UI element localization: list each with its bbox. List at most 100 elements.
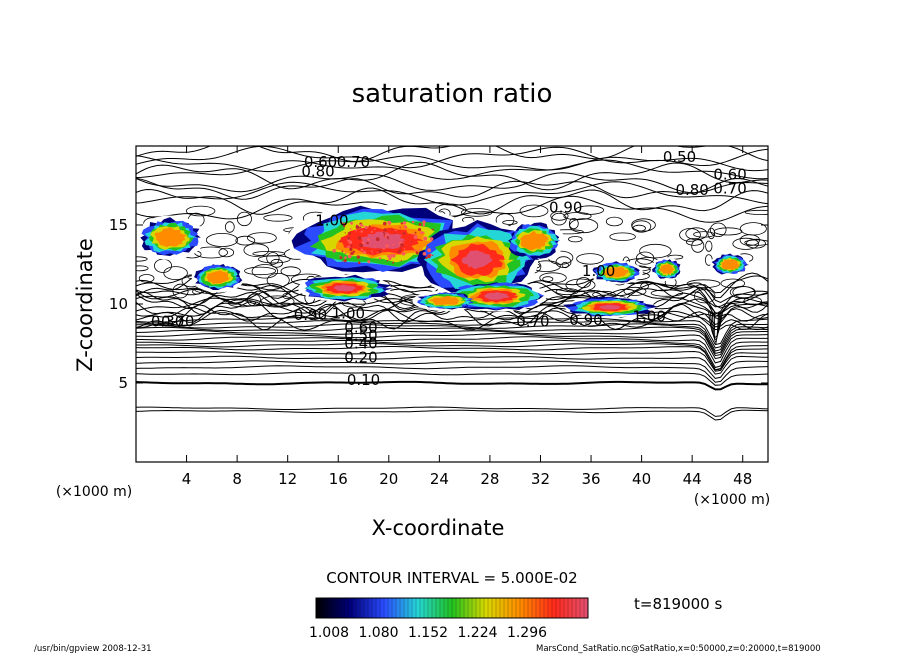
contour-label: 0.70 [337, 153, 370, 171]
speckle [348, 240, 353, 244]
speckle [432, 254, 434, 256]
contour-cell [218, 247, 235, 258]
contour-label: 0.50 [344, 327, 377, 345]
x-tick-label: 8 [232, 470, 242, 488]
speckle [391, 229, 394, 231]
contour-cell [252, 250, 286, 257]
contour-interval-text: CONTOUR INTERVAL = 5.000E-02 [326, 569, 577, 587]
contour-label: 1.00 [632, 308, 665, 326]
speckle [403, 225, 408, 229]
contour-line [136, 360, 768, 379]
contour-cell [153, 258, 172, 273]
contour-cell [720, 278, 746, 289]
y-axis: 5 10 15 [109, 216, 768, 392]
contour-cell [650, 289, 684, 297]
speckle [355, 229, 357, 232]
x-tick-label: 20 [379, 470, 398, 488]
contour-cell [568, 218, 579, 230]
contour-cell [185, 205, 216, 217]
contour-cell [263, 214, 293, 222]
speckle [399, 247, 402, 249]
speckle [427, 254, 431, 259]
speckle [339, 256, 343, 259]
speckle [383, 221, 387, 226]
speckle [350, 244, 353, 247]
contour-cell [266, 272, 290, 288]
contour-cell [639, 243, 672, 259]
contour-cell [460, 208, 493, 217]
contour-cell [163, 266, 188, 281]
speckle [400, 260, 402, 262]
saturation-band [206, 270, 230, 284]
contour-line [136, 329, 768, 357]
speckle [414, 231, 417, 234]
speckle [382, 231, 385, 234]
y-tick-label: 10 [109, 295, 128, 313]
speckle [359, 227, 361, 230]
contour-label: 0.40 [344, 335, 377, 353]
contour-line [136, 342, 768, 371]
contour-cell [732, 237, 759, 250]
speckle [410, 241, 413, 243]
speckle [391, 253, 396, 258]
speckle [344, 232, 346, 234]
x-tick-label: 44 [683, 470, 702, 488]
contour-cell [705, 240, 713, 252]
saturation-band [658, 263, 675, 275]
x-tick-label: 40 [632, 470, 651, 488]
x-tick-label: 36 [581, 470, 600, 488]
contour-cell [623, 286, 647, 296]
contour-cell [563, 212, 592, 221]
speckle [360, 230, 364, 233]
speckle [387, 220, 392, 225]
contour-cell [686, 279, 721, 289]
contour-label: 0.80 [675, 181, 708, 199]
speckle [370, 230, 373, 234]
contour-cell [685, 237, 703, 246]
speckle [349, 247, 353, 252]
speckle [347, 236, 350, 240]
speckle [411, 220, 415, 224]
contour-cell [205, 232, 239, 247]
contour-label: 0.90 [294, 306, 327, 324]
x-tick-label: 28 [480, 470, 499, 488]
contour-line [136, 161, 768, 191]
speckle [376, 252, 379, 254]
contour-cell [542, 276, 554, 282]
colorbar-frame [315, 597, 589, 619]
contour-label: 0.90 [569, 311, 602, 329]
chart-title: saturation ratio [352, 79, 553, 109]
speckle [417, 227, 422, 232]
contour-cell [555, 288, 579, 296]
contour-cell [224, 221, 235, 233]
speckle [343, 259, 347, 263]
speckle [422, 223, 426, 227]
speckle [360, 248, 364, 252]
contour-label: 0.20 [344, 349, 377, 367]
footer-left: /usr/bin/gpview 2008-12-31 [34, 644, 152, 654]
contour-line [136, 146, 768, 169]
contour-cell [609, 232, 636, 241]
x-axis-label: X-coordinate [372, 516, 505, 540]
contour-cell [561, 261, 569, 269]
speckle [411, 233, 414, 236]
speckle [431, 228, 434, 231]
saturation-band [154, 226, 187, 248]
contour-cell [550, 211, 569, 221]
contour-cell [744, 239, 768, 246]
speckle [366, 241, 369, 245]
speckle [418, 249, 421, 251]
speckle [414, 249, 417, 252]
contour-cell [551, 212, 567, 226]
speckle [370, 250, 373, 253]
speckle [402, 221, 407, 225]
contour-line [711, 311, 721, 343]
contour-line [709, 311, 722, 340]
speckle [368, 225, 371, 228]
saturation-band [483, 292, 509, 300]
speckle [413, 235, 418, 240]
speckle [420, 231, 424, 235]
contour-line [136, 365, 768, 383]
contour-line [708, 311, 723, 338]
speckle [427, 248, 431, 253]
